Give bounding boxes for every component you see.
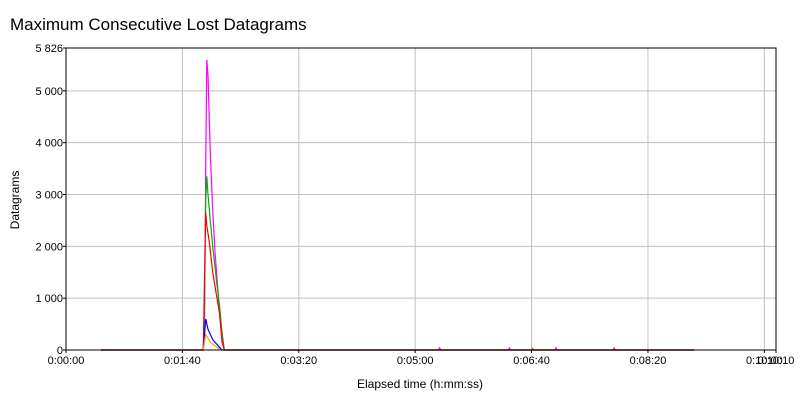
series-line-3	[100, 212, 695, 351]
y-tick-label: 1 000	[35, 293, 63, 305]
series-layer	[100, 59, 695, 351]
x-tick-label: 0:10:10	[758, 355, 795, 367]
y-tick-label: 2 000	[35, 241, 63, 253]
x-tick-label: 0:03:20	[280, 355, 317, 367]
y-tick-label: 3 000	[35, 189, 63, 201]
x-tick-label: 0:00:00	[48, 355, 85, 367]
y-tick-label: 4 000	[35, 138, 63, 150]
grid	[65, 47, 777, 351]
x-tick-label: 0:01:40	[164, 355, 201, 367]
x-tick-label: 0:10:00	[746, 355, 783, 367]
chart-title: Maximum Consecutive Lost Datagrams	[10, 15, 307, 34]
x-tick-label: 0:08:20	[630, 355, 667, 367]
y-axis-label: Datagrams	[8, 171, 22, 230]
series-line-5	[100, 332, 695, 351]
x-tick-labels: 0:00:00 0:01:40 0:03:20 0:05:00 0:06:40 0:08:…	[48, 350, 795, 367]
x-axis-label: Elapsed time (h:mm:ss)	[357, 377, 483, 391]
series-line-4	[100, 318, 695, 351]
y-tick-labels: 0 1 000 2 000 3 000 4 000 5 000 5 826	[35, 43, 66, 357]
y-tick-label: 5 000	[35, 86, 63, 98]
x-tick-label: 0:05:00	[397, 355, 434, 367]
plot-frame	[65, 47, 777, 351]
series-line-2	[100, 176, 695, 351]
series-line-1	[100, 59, 695, 351]
y-tick-label: 5 826	[35, 43, 63, 55]
y-tick-label: 0	[57, 345, 63, 357]
x-tick-label: 0:06:40	[513, 355, 550, 367]
